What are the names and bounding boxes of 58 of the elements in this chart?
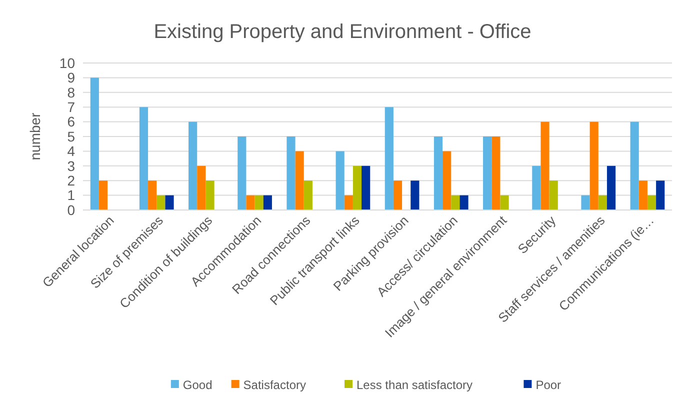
bar (590, 122, 598, 210)
bar (238, 136, 246, 210)
y-tick-label: 0 (67, 202, 76, 218)
legend-label: Satisfactory (243, 378, 306, 392)
y-tick-label: 6 (67, 114, 76, 130)
legend-label: Poor (536, 378, 562, 392)
bar (581, 195, 590, 210)
bar (295, 151, 304, 210)
bar (362, 166, 370, 210)
bar (630, 122, 639, 210)
bar (393, 180, 402, 210)
bar (148, 180, 157, 210)
y-tick-label: 4 (67, 143, 76, 160)
y-axis-title: number (27, 112, 43, 160)
bar (165, 195, 174, 210)
bar (286, 136, 296, 210)
bar (540, 122, 550, 210)
chart-title: Existing Property and Environment - Office (154, 21, 532, 43)
bar (197, 166, 206, 210)
bar (483, 136, 492, 210)
legend-label: Good (182, 378, 212, 392)
y-tick-label: 1 (67, 187, 76, 204)
bar (254, 195, 264, 210)
bar (263, 195, 272, 210)
bar (434, 136, 443, 210)
bar (606, 166, 616, 210)
y-tick-label: 5 (67, 128, 76, 144)
y-tick-label: 3 (67, 158, 76, 174)
bar (410, 180, 420, 210)
bar (442, 151, 452, 210)
bar (352, 166, 362, 210)
bar (647, 195, 656, 210)
bar (598, 195, 607, 210)
bar (451, 195, 460, 210)
bar (500, 195, 509, 210)
bar (98, 180, 108, 210)
bar (304, 180, 312, 210)
y-tick-label: 10 (59, 54, 76, 71)
bar (492, 136, 500, 210)
bar (188, 122, 198, 210)
y-tick-label: 9 (67, 70, 76, 86)
bar (384, 107, 394, 210)
bar (156, 195, 166, 210)
bar (638, 180, 648, 210)
bar (206, 180, 214, 210)
bar (656, 180, 665, 210)
bar (532, 166, 541, 210)
bar (246, 195, 255, 210)
bar (460, 195, 468, 210)
y-tick-label: 7 (67, 99, 76, 115)
y-tick-label: 2 (67, 172, 76, 188)
bar (139, 107, 148, 210)
legend-label: Less than satisfactory (356, 378, 473, 392)
bar (90, 78, 99, 210)
bar (549, 180, 558, 210)
bar (344, 195, 353, 210)
y-tick-label: 8 (67, 84, 76, 100)
bar (336, 151, 344, 210)
